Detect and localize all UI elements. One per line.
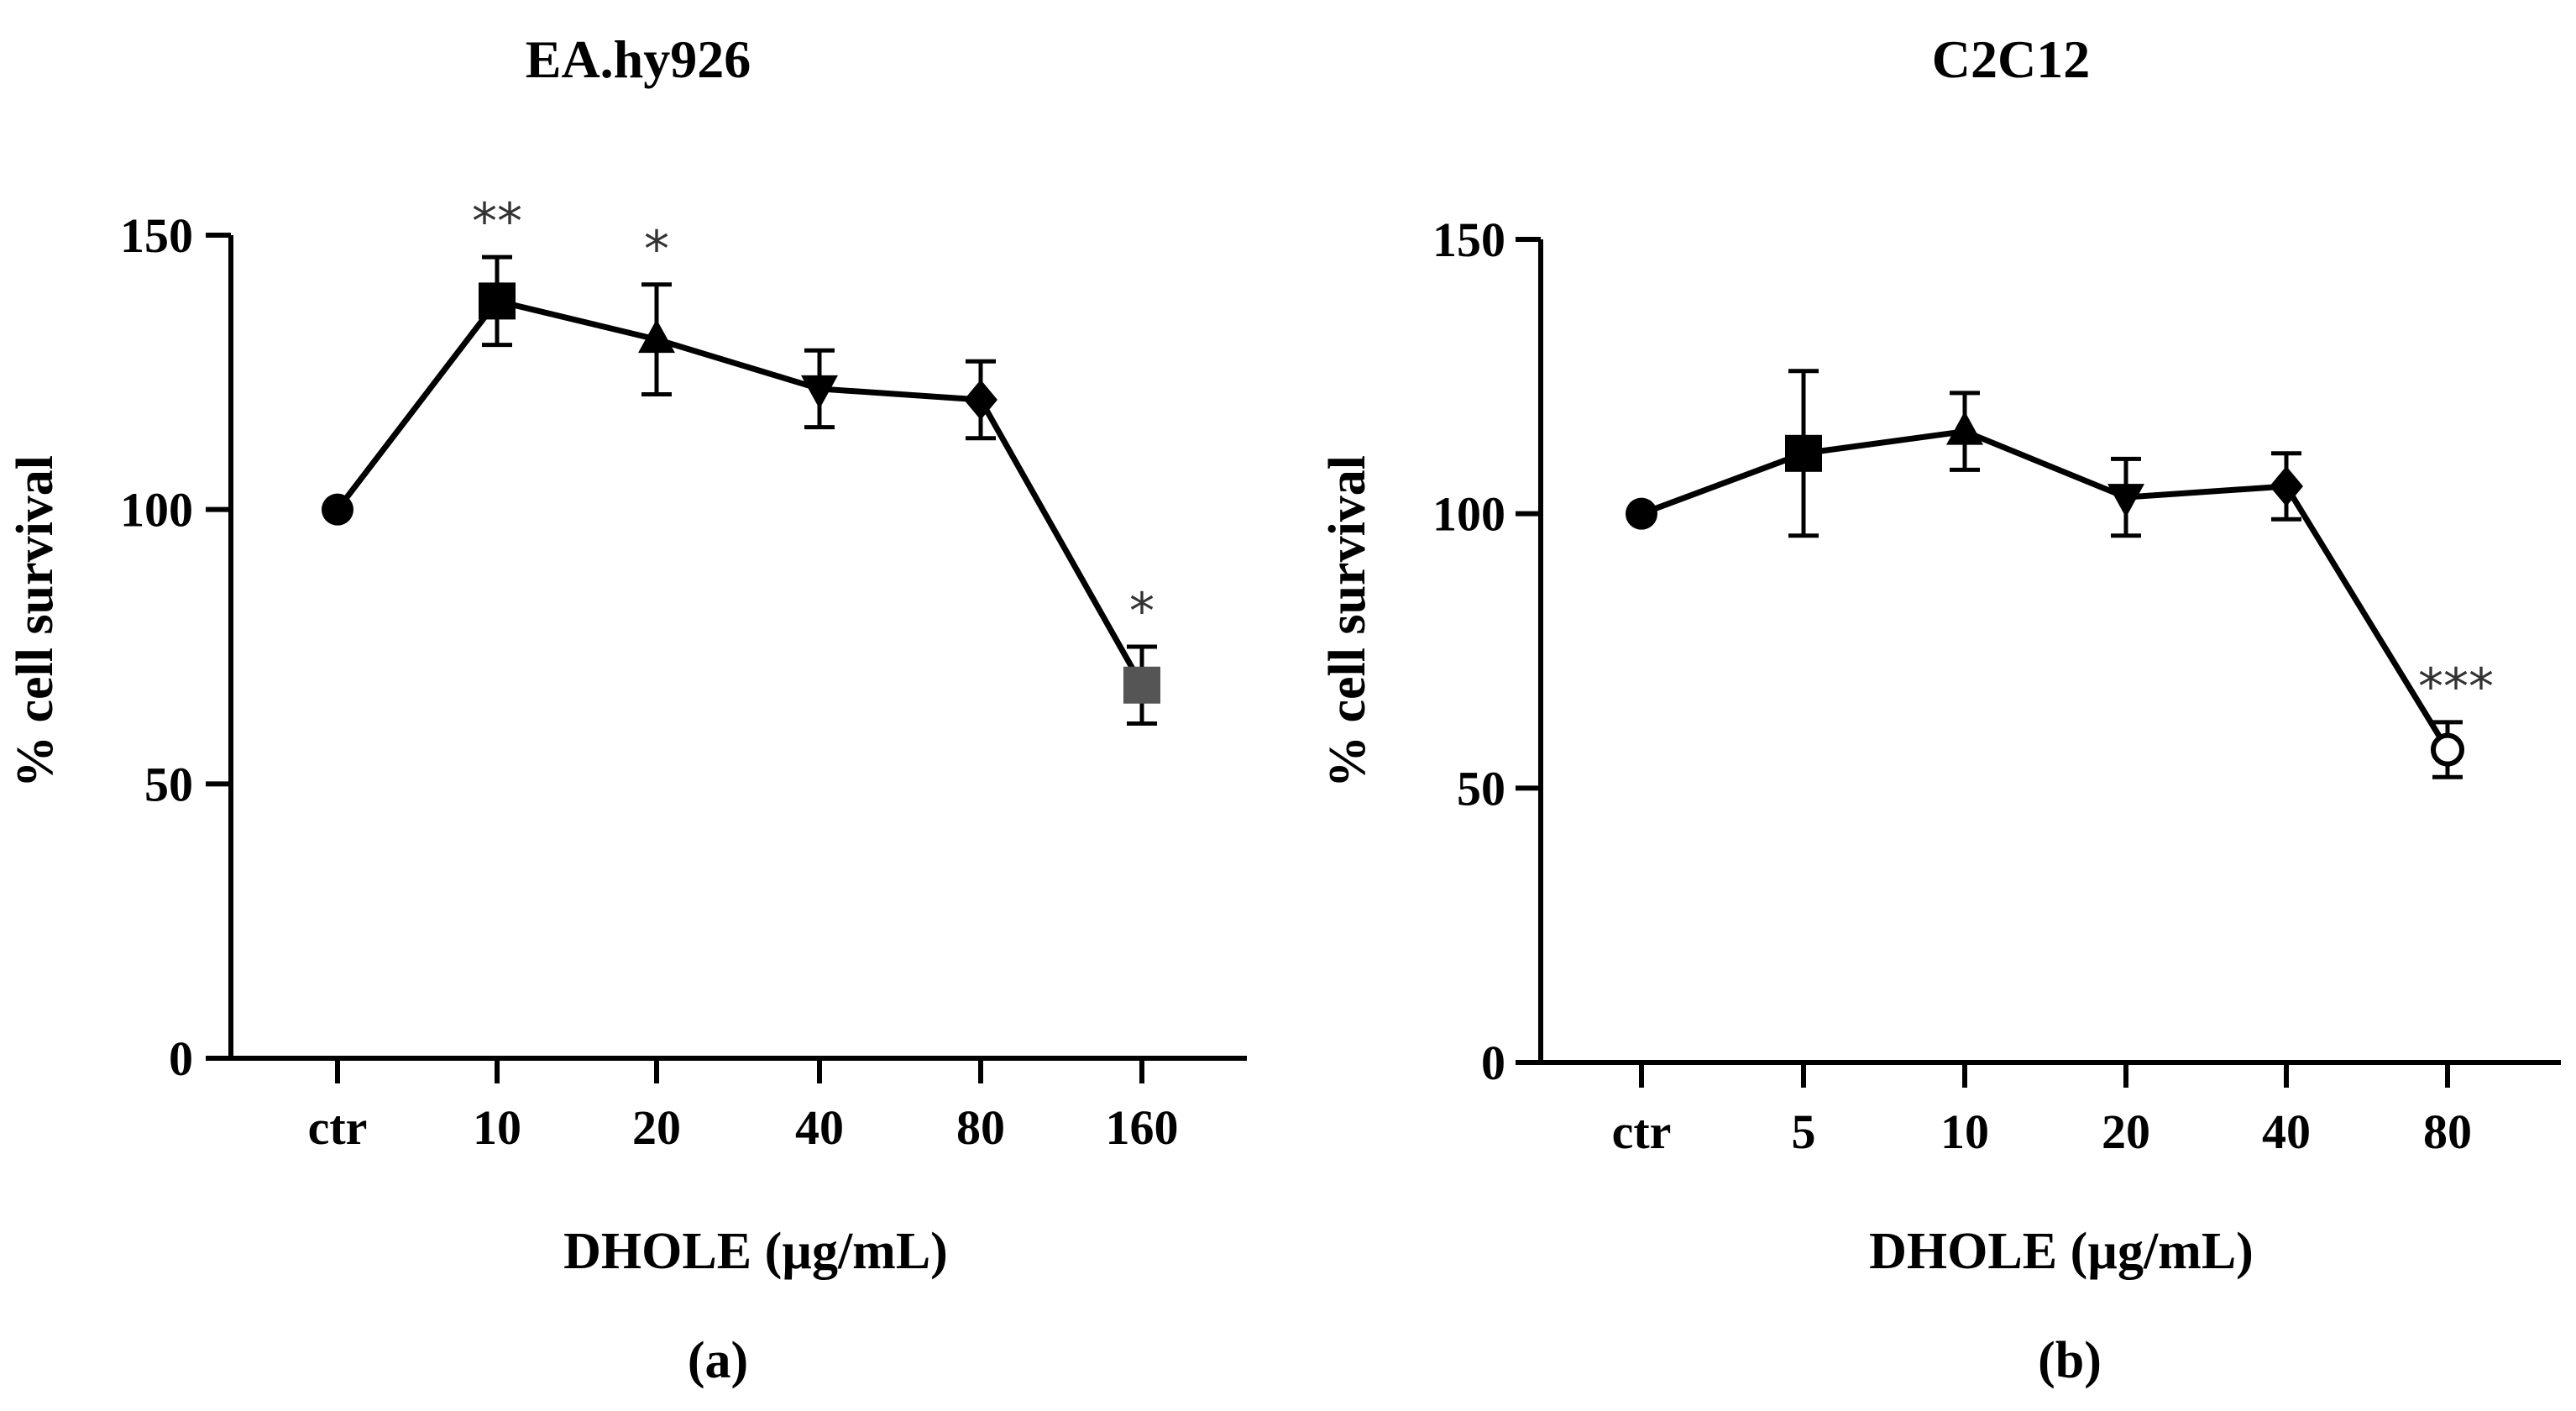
- chart-panel-b: C2C12 0 50 100 150 ctr 5 10 20 40 80 % cell surviva…: [1319, 29, 2561, 1389]
- y-tick-label: 0: [169, 1031, 193, 1086]
- series-line: [335, 297, 1145, 687]
- data-point-marker: [1785, 434, 1822, 472]
- x-tick-label: 80: [956, 1100, 1005, 1155]
- x-tick-label: 5: [1792, 1104, 1816, 1159]
- data-point-marker: [1626, 497, 1657, 530]
- y-tick-label: 50: [1457, 761, 1505, 816]
- data-point-marker: [638, 319, 675, 354]
- y-tick-label: 100: [1432, 487, 1505, 542]
- chart-panel-a: EA.hy926 0 50 100 150 ctr 10 20 40 80 160 % cell su…: [7, 29, 1247, 1389]
- significance-label: *: [644, 220, 669, 279]
- data-point-marker: [1946, 411, 1983, 445]
- y-tick-label: 50: [144, 757, 193, 811]
- panel-label: (b): [2038, 1332, 2102, 1389]
- data-point-marker: [801, 375, 838, 409]
- significance-label: ***: [2418, 658, 2494, 716]
- panel-label: (a): [688, 1332, 748, 1389]
- x-tick-label: 40: [795, 1100, 844, 1155]
- y-axis-label: % cell survival: [1319, 455, 1376, 788]
- x-tick-label: 160: [1106, 1100, 1179, 1155]
- data-point-marker: [2107, 484, 2144, 518]
- x-tick-label: ctr: [1612, 1104, 1672, 1159]
- x-tick-label: 80: [2423, 1104, 2472, 1159]
- x-axis-label: DHOLE (µg/mL): [563, 1223, 948, 1280]
- x-tick-label: 40: [2262, 1104, 2311, 1159]
- x-axis-label: DHOLE (µg/mL): [1869, 1223, 2254, 1280]
- y-tick-label: 0: [1481, 1036, 1505, 1090]
- x-tick-label: 10: [1940, 1104, 1989, 1159]
- x-tick-label: ctr: [308, 1100, 368, 1155]
- y-axis-label: % cell survival: [7, 455, 64, 788]
- data-point-marker: [964, 380, 997, 420]
- data-point-marker: [322, 493, 353, 526]
- data-point-marker: [2270, 466, 2303, 506]
- chart-title: EA.hy926: [526, 29, 751, 89]
- data-point-marker: [1123, 666, 1160, 704]
- data-point-marker: [479, 282, 516, 320]
- x-tick-label: 10: [473, 1100, 521, 1155]
- data-point-marker: [2431, 732, 2464, 767]
- chart-title: C2C12: [1932, 29, 2090, 89]
- x-tick-label: 20: [2102, 1104, 2150, 1159]
- y-tick-label: 100: [120, 483, 193, 538]
- significance-label: **: [472, 192, 522, 251]
- significance-label: *: [1129, 582, 1154, 641]
- series-line: [1640, 428, 2450, 752]
- y-tick-label: 150: [120, 208, 193, 263]
- x-tick-label: 20: [632, 1100, 681, 1155]
- y-tick-label: 150: [1432, 212, 1505, 267]
